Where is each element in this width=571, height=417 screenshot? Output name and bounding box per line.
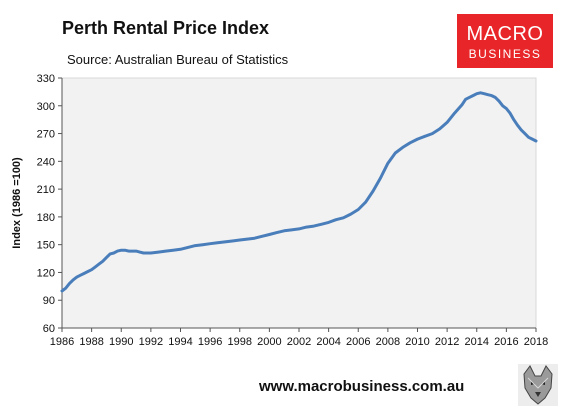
x-tick-label: 1994 <box>168 336 192 348</box>
x-tick-label: 2002 <box>287 336 311 348</box>
x-ticks: 1986 1988 1990 1992 1994 1996 1998 2000 2002 2004… <box>50 328 548 348</box>
y-tick-label: 270 <box>37 129 55 141</box>
y-axis-label: Index (1986 =100) <box>11 157 23 249</box>
chart-source: Source: Australian Bureau of Statistics <box>67 52 289 67</box>
y-tick-label: 60 <box>43 323 55 335</box>
x-tick-label: 2014 <box>465 336 489 348</box>
x-tick-label: 2008 <box>376 336 400 348</box>
x-tick-label: 1992 <box>139 336 163 348</box>
chart-title: Perth Rental Price Index <box>62 18 270 38</box>
series-line <box>60 91 538 293</box>
x-tick-label: 1996 <box>198 336 222 348</box>
x-tick-label: 2004 <box>316 336 340 348</box>
y-tick-label: 300 <box>37 101 55 113</box>
x-tick-label: 1990 <box>109 336 133 348</box>
y-tick-label: 120 <box>37 267 55 279</box>
logo-line-macro: MACRO <box>466 23 544 45</box>
y-tick-label: 210 <box>37 184 55 196</box>
x-tick-label: 1986 <box>50 336 74 348</box>
y-tick-label: 240 <box>37 156 55 168</box>
x-tick-label: 1998 <box>228 336 252 348</box>
x-tick-label: 2006 <box>346 336 370 348</box>
wolf-icon <box>518 364 558 406</box>
x-tick-label: 2012 <box>435 336 459 348</box>
y-tick-label: 330 <box>37 73 55 85</box>
footer-url[interactable]: www.macrobusiness.com.au <box>259 378 465 395</box>
y-tick-label: 90 <box>43 295 55 307</box>
plot-area <box>61 77 537 329</box>
x-tick-label: 2018 <box>524 336 548 348</box>
x-tick-label: 1988 <box>79 336 103 348</box>
x-tick-label: 2016 <box>494 336 518 348</box>
logo-line-business: BUSINESS <box>468 47 542 61</box>
macrobusiness-logo[interactable]: MACRO BUSINESS <box>457 14 553 68</box>
y-tick-label: 150 <box>37 240 55 252</box>
y-tick-label: 180 <box>37 212 55 224</box>
y-ticks: 60 90 120 150 180 210 240 270 300 330 <box>37 73 62 335</box>
x-tick-label: 2000 <box>257 336 281 348</box>
x-tick-label: 2010 <box>405 336 429 348</box>
